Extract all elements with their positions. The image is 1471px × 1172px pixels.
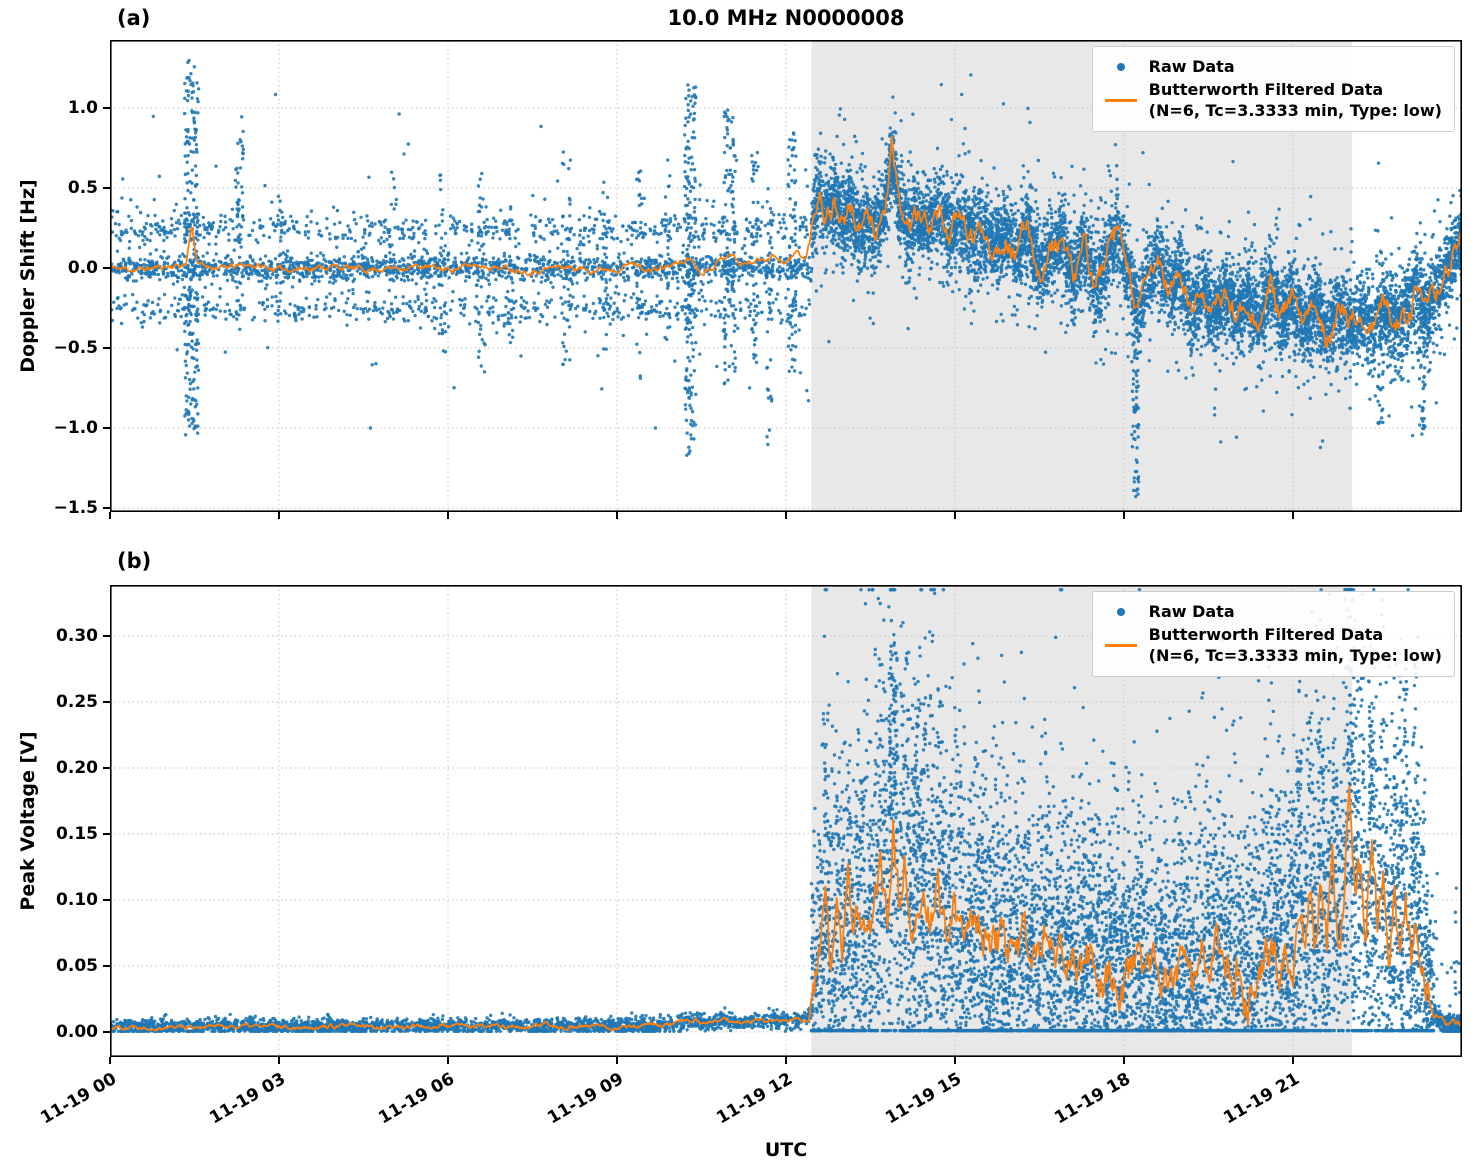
y-tick-mark (103, 107, 110, 109)
x-tick-mark (954, 1057, 956, 1064)
x-tick-mark (785, 512, 787, 519)
panel-b-legend: Raw Data Butterworth Filtered Data (N=6,… (1091, 591, 1455, 678)
y-tick-label: −1.5 (53, 498, 98, 518)
legend-filtered-sublabel: (N=6, Tc=3.3333 min, Type: low) (1148, 645, 1442, 665)
legend-entry-raw: Raw Data (1105, 602, 1442, 623)
x-tick-mark (1292, 512, 1294, 519)
y-tick-label: 0.00 (56, 1021, 98, 1042)
panel-b-tag: (b) (117, 549, 152, 573)
legend-entry-filtered: Butterworth Filtered Data (N=6, Tc=3.333… (1104, 624, 1442, 667)
x-tick-mark (954, 512, 956, 519)
y-tick-mark (103, 427, 110, 429)
x-tick-mark (109, 512, 111, 519)
x-tick-mark (616, 512, 618, 519)
x-tick-mark (278, 1057, 280, 1064)
x-tick-mark (616, 1057, 618, 1064)
panel-a-tag: (a) (117, 6, 151, 30)
y-tick-mark (103, 347, 110, 349)
y-tick-label: 0.05 (56, 955, 98, 976)
y-tick-mark (103, 965, 110, 967)
x-tick-label: 11-19 18 (1051, 1069, 1134, 1129)
panel-a-legend: Raw Data Butterworth Filtered Data (N=6,… (1091, 46, 1455, 133)
y-tick-label: 0.20 (56, 757, 98, 778)
raw-data-marker-icon (1116, 63, 1125, 72)
x-tick-label: 11-19 21 (1220, 1069, 1303, 1129)
y-tick-mark (103, 187, 110, 189)
x-tick-mark (785, 1057, 787, 1064)
y-tick-mark (103, 899, 110, 901)
x-tick-label: 11-19 00 (37, 1069, 120, 1129)
figure-title: 10.0 MHz N0000008 (667, 6, 905, 30)
y-tick-label: 0.25 (56, 691, 98, 712)
legend-filtered-sublabel: (N=6, Tc=3.3333 min, Type: low) (1148, 100, 1442, 120)
filtered-data-marker-icon (1104, 644, 1137, 648)
legend-raw-label: Raw Data (1148, 57, 1235, 76)
x-tick-mark (1123, 1057, 1125, 1064)
x-tick-label: 11-19 06 (375, 1069, 458, 1129)
y-tick-label: −0.5 (53, 338, 98, 358)
panel-a-y-axis-label: Doppler Shift [Hz] (17, 179, 39, 373)
y-tick-mark (103, 635, 110, 637)
y-tick-label: 0.15 (56, 823, 98, 844)
legend-filtered-label: Butterworth Filtered Data (1148, 79, 1384, 99)
legend-entry-raw: Raw Data (1105, 57, 1442, 78)
filtered-data-marker-icon (1104, 99, 1137, 103)
x-tick-label: 11-19 15 (882, 1069, 965, 1129)
x-tick-mark (1292, 1057, 1294, 1064)
x-tick-label: 11-19 09 (544, 1069, 627, 1129)
legend-filtered-label: Butterworth Filtered Data (1148, 624, 1384, 644)
legend-entry-filtered: Butterworth Filtered Data (N=6, Tc=3.333… (1104, 79, 1442, 122)
panel-b-y-axis-label: Peak Voltage [V] (17, 731, 39, 911)
y-tick-label: −1.0 (53, 418, 98, 438)
y-tick-mark (103, 267, 110, 269)
y-tick-mark (103, 507, 110, 509)
x-tick-mark (447, 1057, 449, 1064)
legend-raw-label: Raw Data (1148, 602, 1235, 621)
x-tick-mark (1123, 512, 1125, 519)
y-tick-mark (103, 701, 110, 703)
y-tick-label: 0.0 (67, 258, 98, 278)
y-tick-mark (103, 833, 110, 835)
x-tick-label: 11-19 03 (206, 1069, 289, 1129)
x-tick-mark (278, 512, 280, 519)
x-tick-label: 11-19 12 (713, 1069, 796, 1129)
y-tick-mark (103, 767, 110, 769)
y-tick-label: 0.5 (67, 178, 98, 198)
y-tick-label: 1.0 (67, 98, 98, 118)
raw-data-marker-icon (1116, 608, 1125, 617)
x-tick-mark (109, 1057, 111, 1064)
x-axis-label: UTC (764, 1139, 808, 1161)
y-tick-label: 0.10 (56, 889, 98, 910)
x-tick-mark (447, 512, 449, 519)
y-tick-mark (103, 1031, 110, 1033)
y-tick-label: 0.30 (56, 625, 98, 646)
